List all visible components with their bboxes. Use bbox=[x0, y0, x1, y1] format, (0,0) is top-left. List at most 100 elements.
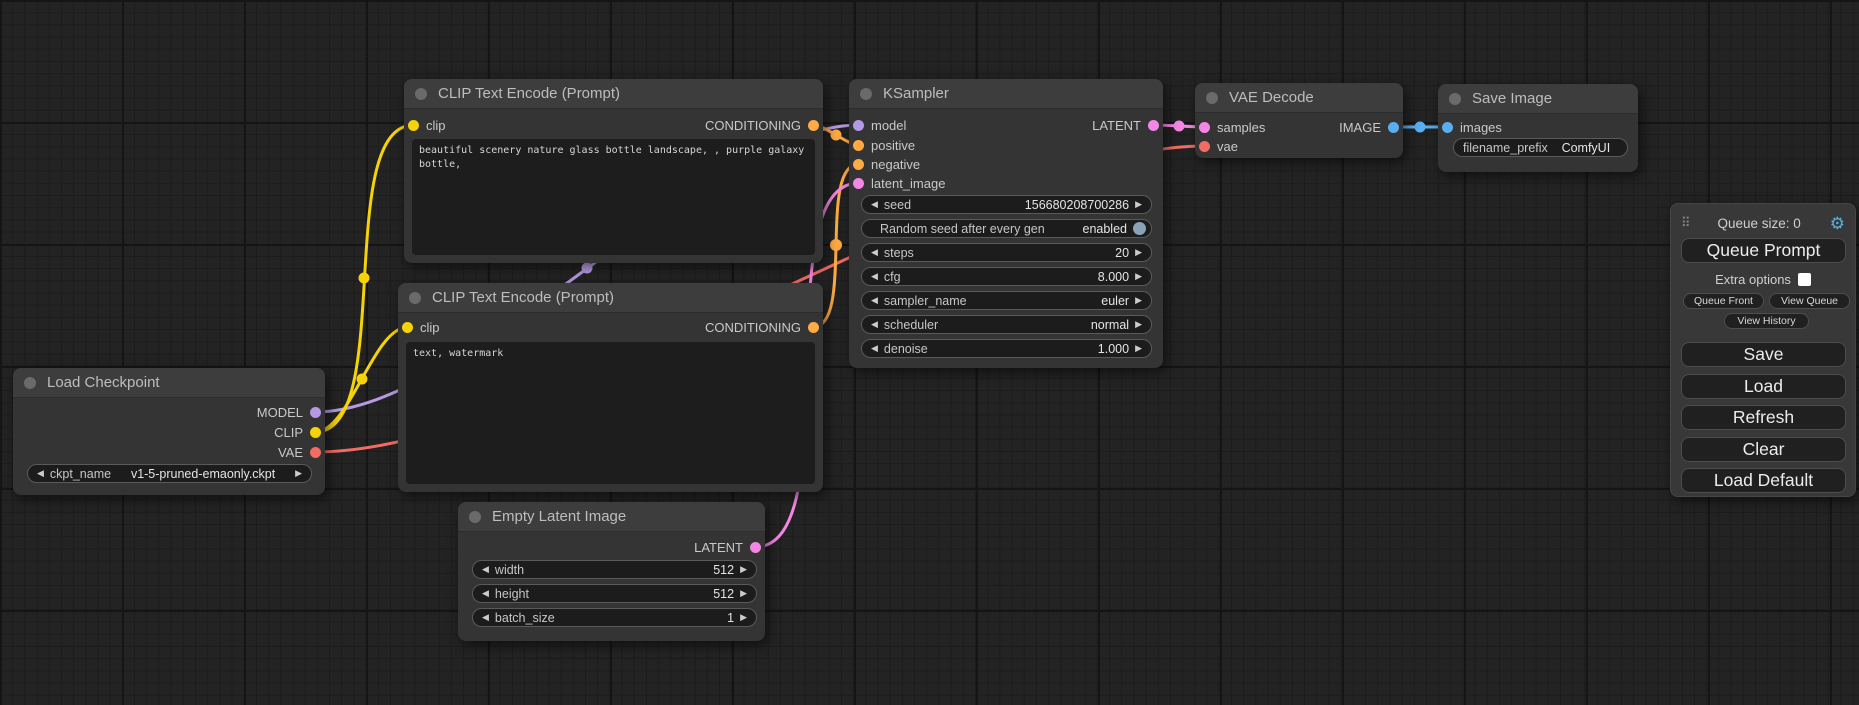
output-slot-latent[interactable]: LATENT bbox=[694, 537, 761, 557]
load-default-button[interactable]: Load Default bbox=[1681, 468, 1846, 493]
port-dot[interactable] bbox=[853, 139, 864, 151]
increment-arrow-icon[interactable]: ▶ bbox=[1135, 319, 1142, 329]
ckpt-name-widget[interactable]: ◀ ckpt_name v1-5-pruned-emaonly.ckpt ▶ bbox=[27, 464, 312, 483]
port-dot[interactable] bbox=[853, 177, 864, 189]
prompt-textarea[interactable]: text, watermark bbox=[406, 342, 815, 484]
height-widget[interactable]: ◀ height 512 ▶ bbox=[472, 584, 757, 603]
drag-handle-icon[interactable]: ⠿ bbox=[1681, 215, 1690, 230]
input-slot-positive[interactable]: positive bbox=[853, 135, 915, 155]
decrement-arrow-icon[interactable]: ◀ bbox=[871, 199, 878, 209]
filename-prefix-widget[interactable]: filename_prefix ComfyUI bbox=[1453, 138, 1628, 157]
input-slot-clip[interactable]: clip bbox=[402, 317, 440, 337]
increment-arrow-icon[interactable]: ▶ bbox=[1135, 343, 1142, 353]
collapse-dot-icon[interactable] bbox=[1449, 92, 1461, 105]
increment-arrow-icon[interactable]: ▶ bbox=[1135, 247, 1142, 257]
output-slot-latent[interactable]: LATENT bbox=[1092, 115, 1159, 135]
input-slot-vae[interactable]: vae bbox=[1199, 136, 1238, 156]
toggle-knob[interactable] bbox=[1133, 222, 1146, 235]
collapse-dot-icon[interactable] bbox=[415, 87, 427, 100]
decrement-arrow-icon[interactable]: ◀ bbox=[871, 319, 878, 329]
random-seed-toggle[interactable]: Random seed after every gen enabled bbox=[861, 219, 1152, 238]
node-clip-text-encode-negative[interactable]: CLIP Text Encode (Prompt) clip CONDITION… bbox=[398, 283, 823, 492]
output-slot-clip[interactable]: CLIP bbox=[274, 422, 321, 442]
clear-button[interactable]: Clear bbox=[1681, 437, 1846, 462]
view-history-button[interactable]: View History bbox=[1724, 313, 1809, 329]
collapse-dot-icon[interactable] bbox=[409, 291, 421, 304]
collapse-dot-icon[interactable] bbox=[860, 87, 872, 100]
port-dot[interactable] bbox=[808, 119, 819, 131]
node-title-bar[interactable]: KSampler bbox=[849, 79, 1163, 109]
input-slot-samples[interactable]: samples bbox=[1199, 117, 1265, 137]
node-title-bar[interactable]: Load Checkpoint bbox=[13, 368, 325, 398]
decrement-arrow-icon[interactable]: ◀ bbox=[871, 247, 878, 257]
decrement-arrow-icon[interactable]: ◀ bbox=[482, 612, 489, 622]
input-slot-model[interactable]: model bbox=[853, 115, 906, 135]
increment-arrow-icon[interactable]: ▶ bbox=[1135, 295, 1142, 305]
cfg-widget[interactable]: ◀ cfg 8.000 ▶ bbox=[861, 267, 1152, 286]
input-slot-clip[interactable]: clip bbox=[408, 115, 446, 135]
denoise-widget[interactable]: ◀ denoise 1.000 ▶ bbox=[861, 339, 1152, 358]
prompt-textarea[interactable]: beautiful scenery nature glass bottle la… bbox=[412, 139, 815, 255]
collapse-dot-icon[interactable] bbox=[469, 510, 481, 523]
port-dot[interactable] bbox=[1148, 119, 1159, 131]
extra-options-checkbox[interactable] bbox=[1797, 272, 1811, 286]
increment-arrow-icon[interactable]: ▶ bbox=[740, 564, 747, 574]
collapse-dot-icon[interactable] bbox=[1206, 91, 1218, 104]
port-dot[interactable] bbox=[1199, 121, 1210, 133]
node-load-checkpoint[interactable]: Load Checkpoint MODEL CLIP VAE ◀ ckpt_na… bbox=[13, 368, 325, 495]
port-dot[interactable] bbox=[310, 446, 321, 458]
output-slot-conditioning[interactable]: CONDITIONING bbox=[705, 115, 819, 135]
node-title-bar[interactable]: Empty Latent Image bbox=[458, 502, 765, 532]
node-empty-latent-image[interactable]: Empty Latent Image LATENT ◀ width 512 ▶ … bbox=[458, 502, 765, 641]
view-queue-button[interactable]: View Queue bbox=[1769, 293, 1850, 309]
output-slot-vae[interactable]: VAE bbox=[278, 442, 321, 462]
decrement-arrow-icon[interactable]: ◀ bbox=[37, 468, 44, 478]
node-clip-text-encode-positive[interactable]: CLIP Text Encode (Prompt) clip CONDITION… bbox=[404, 79, 823, 263]
width-widget[interactable]: ◀ width 512 ▶ bbox=[472, 560, 757, 579]
decrement-arrow-icon[interactable]: ◀ bbox=[482, 588, 489, 598]
node-title-bar[interactable]: VAE Decode bbox=[1195, 83, 1403, 113]
node-title-bar[interactable]: CLIP Text Encode (Prompt) bbox=[404, 79, 823, 109]
decrement-arrow-icon[interactable]: ◀ bbox=[871, 295, 878, 305]
increment-arrow-icon[interactable]: ▶ bbox=[740, 612, 747, 622]
port-dot[interactable] bbox=[1442, 121, 1453, 133]
batch-size-widget[interactable]: ◀ batch_size 1 ▶ bbox=[472, 608, 757, 627]
node-vae-decode[interactable]: VAE Decode samples IMAGE vae bbox=[1195, 83, 1403, 158]
port-dot[interactable] bbox=[402, 321, 413, 333]
output-slot-conditioning[interactable]: CONDITIONING bbox=[705, 317, 819, 337]
increment-arrow-icon[interactable]: ▶ bbox=[1135, 199, 1142, 209]
refresh-button[interactable]: Refresh bbox=[1681, 405, 1846, 430]
node-title-bar[interactable]: Save Image bbox=[1438, 84, 1638, 114]
increment-arrow-icon[interactable]: ▶ bbox=[740, 588, 747, 598]
collapse-dot-icon[interactable] bbox=[24, 376, 36, 389]
decrement-arrow-icon[interactable]: ◀ bbox=[482, 564, 489, 574]
port-dot[interactable] bbox=[808, 321, 819, 333]
node-ksampler[interactable]: KSampler model LATENT positive negative … bbox=[849, 79, 1163, 368]
save-button[interactable]: Save bbox=[1681, 342, 1846, 367]
port-dot[interactable] bbox=[310, 406, 321, 418]
node-title-bar[interactable]: CLIP Text Encode (Prompt) bbox=[398, 283, 823, 313]
input-slot-latent-image[interactable]: latent_image bbox=[853, 173, 945, 193]
node-save-image[interactable]: Save Image images filename_prefix ComfyU… bbox=[1438, 84, 1638, 172]
port-dot[interactable] bbox=[1199, 140, 1210, 152]
decrement-arrow-icon[interactable]: ◀ bbox=[871, 343, 878, 353]
port-dot[interactable] bbox=[310, 426, 321, 438]
steps-widget[interactable]: ◀ steps 20 ▶ bbox=[861, 243, 1152, 262]
input-slot-images[interactable]: images bbox=[1442, 117, 1502, 137]
load-button[interactable]: Load bbox=[1681, 374, 1846, 399]
output-slot-image[interactable]: IMAGE bbox=[1339, 117, 1399, 137]
seed-widget[interactable]: ◀ seed 156680208700286 ▶ bbox=[861, 195, 1152, 214]
output-slot-model[interactable]: MODEL bbox=[257, 402, 321, 422]
gear-icon[interactable]: ⚙ bbox=[1829, 213, 1845, 233]
sampler-name-widget[interactable]: ◀ sampler_name euler ▶ bbox=[861, 291, 1152, 310]
port-dot[interactable] bbox=[853, 119, 864, 131]
increment-arrow-icon[interactable]: ▶ bbox=[295, 468, 302, 478]
increment-arrow-icon[interactable]: ▶ bbox=[1135, 271, 1142, 281]
decrement-arrow-icon[interactable]: ◀ bbox=[871, 271, 878, 281]
port-dot[interactable] bbox=[750, 541, 761, 553]
port-dot[interactable] bbox=[1388, 121, 1399, 133]
input-slot-negative[interactable]: negative bbox=[853, 154, 920, 174]
scheduler-widget[interactable]: ◀ scheduler normal ▶ bbox=[861, 315, 1152, 334]
queue-front-button[interactable]: Queue Front bbox=[1683, 293, 1764, 309]
